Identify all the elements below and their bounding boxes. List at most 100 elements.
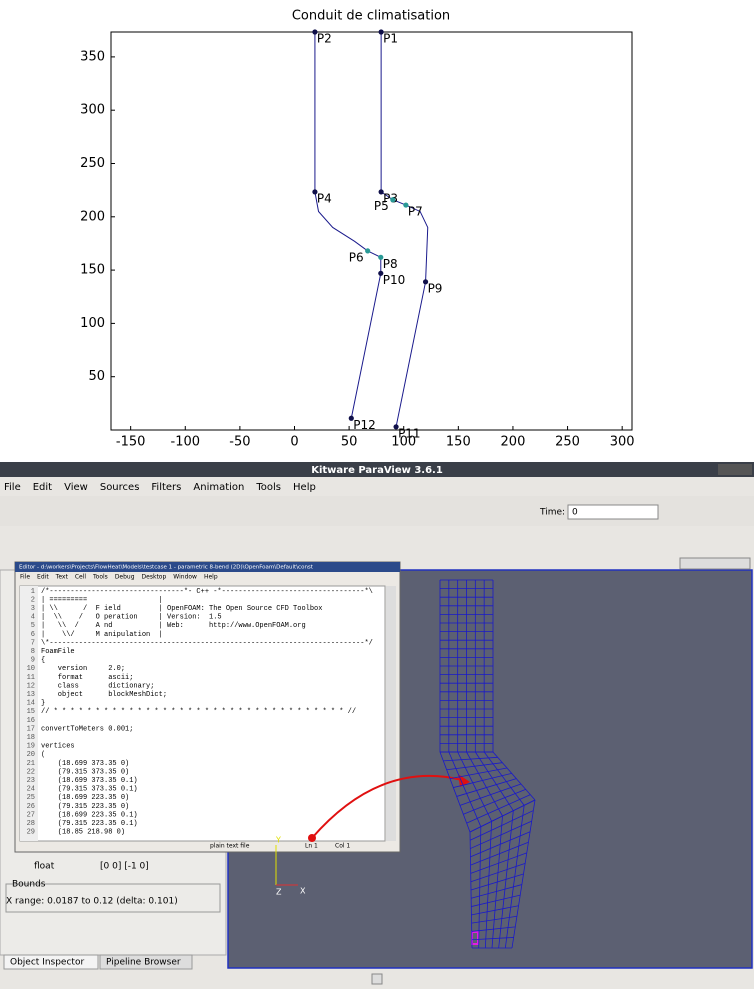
editor-menu-item[interactable]: Desktop: [142, 574, 167, 581]
plot-frame: [111, 32, 632, 430]
code-line: version 2.0;: [41, 665, 125, 673]
time-label: Time:: [539, 508, 565, 518]
point: [390, 197, 395, 202]
scrollbar[interactable]: [386, 586, 396, 841]
x-tick-label: 300: [610, 435, 635, 450]
line-number: 24: [27, 786, 35, 794]
editor-menu-item[interactable]: File: [20, 574, 30, 581]
x-tick-label: 50: [341, 435, 358, 450]
bounds-title: Bounds: [12, 880, 46, 890]
code-line: (79.315 373.35 0): [41, 768, 129, 776]
y-tick-label: 250: [80, 156, 105, 171]
line-number: 5: [31, 622, 35, 630]
editor-menu-item[interactable]: Help: [204, 574, 218, 581]
line-number: 27: [27, 811, 35, 819]
chart-title: Conduit de climatisation: [292, 9, 450, 24]
axis-label: X: [300, 887, 306, 896]
line-number: 11: [27, 674, 35, 682]
conduit-wall: [381, 32, 428, 427]
x-tick-label: -150: [116, 435, 146, 450]
line-number: 4: [31, 614, 35, 622]
editor-title: Editor - d:\workers\Projects\FlowHeat\Mo…: [19, 565, 314, 571]
status-button[interactable]: [372, 974, 382, 984]
menu-item[interactable]: Help: [293, 482, 316, 493]
y-tick-label: 50: [88, 369, 105, 384]
code-line: | \\ / F ield | OpenFOAM: The Open Sourc…: [41, 605, 322, 613]
editor-menu-item[interactable]: Window: [173, 574, 197, 581]
line-number: 19: [27, 743, 35, 751]
page: Conduit de climatisation Kitware ParaVie…: [0, 0, 754, 989]
y-tick-label: 100: [80, 316, 105, 331]
x-tick-label: -50: [229, 435, 250, 450]
code-line: vertices: [41, 743, 75, 751]
axis-label: Y: [275, 836, 281, 845]
point-label: P8: [383, 257, 398, 271]
menu-item[interactable]: Filters: [151, 482, 181, 493]
window-controls[interactable]: [718, 464, 752, 475]
line-number: 12: [27, 682, 35, 690]
line-number: 25: [27, 794, 35, 802]
arrow-origin: [308, 834, 316, 842]
code-line: | \\ / A nd | Web: http://www.OpenFOAM.o…: [41, 622, 306, 630]
line-number: 21: [27, 760, 35, 768]
line-number: 18: [27, 734, 35, 742]
code-line: object blockMeshDict;: [41, 691, 167, 699]
line-number: 15: [27, 708, 35, 716]
menu-item[interactable]: Tools: [255, 482, 281, 493]
point-label: P10: [383, 273, 406, 287]
editor-menu-item[interactable]: Edit: [37, 574, 49, 581]
y-tick-label: 200: [80, 209, 105, 224]
tab-pipeline-browser[interactable]: Pipeline Browser: [106, 958, 181, 968]
point-label: P2: [317, 32, 332, 46]
line-number: 29: [27, 829, 35, 837]
editor-menu-item[interactable]: Debug: [115, 574, 135, 581]
code-line: format ascii;: [41, 674, 133, 682]
point: [365, 248, 370, 253]
menu-item[interactable]: File: [4, 482, 21, 493]
line-number: 14: [27, 700, 35, 708]
line-number: 26: [27, 803, 35, 811]
line-number: 3: [31, 605, 35, 613]
window-title: Kitware ParaView 3.6.1: [311, 465, 443, 476]
menu-item[interactable]: View: [64, 482, 88, 493]
point-label: P6: [349, 250, 364, 264]
time-input[interactable]: [568, 505, 658, 519]
line-number: 28: [27, 820, 35, 828]
line-number: 22: [27, 768, 35, 776]
x-tick-label: -100: [171, 435, 201, 450]
point-label: P11: [398, 426, 421, 440]
line-number: 8: [31, 648, 35, 656]
point-label: P7: [408, 205, 423, 219]
code-line: (79.315 223.35 0): [41, 803, 129, 811]
point-label: P1: [383, 32, 398, 46]
line-number: 17: [27, 725, 35, 733]
x-tick-label: 200: [501, 435, 526, 450]
code-line: (18.699 223.35 0.1): [41, 811, 138, 819]
editor-menu-item[interactable]: Text: [55, 574, 69, 581]
code-line: (: [41, 751, 45, 759]
code-line: (18.85 218.98 0): [41, 829, 125, 837]
line-number: 10: [27, 665, 35, 673]
code-line: class dictionary;: [41, 682, 154, 690]
editor-menu-item[interactable]: Cell: [75, 574, 87, 581]
y-tick-label: 350: [80, 49, 105, 64]
line-number: 2: [31, 596, 35, 604]
code-line: | ========= |: [41, 596, 163, 604]
menu-item[interactable]: Edit: [33, 482, 52, 493]
view-buttons[interactable]: [680, 558, 750, 569]
code-line: (18.699 223.35 0): [41, 794, 129, 802]
point-label: P5: [374, 199, 389, 213]
code-line: \*--------------------------------------…: [41, 639, 373, 647]
code-line: (79.315 223.35 0.1): [41, 820, 138, 828]
editor-menu-item[interactable]: Tools: [92, 574, 108, 581]
code-line: }: [41, 700, 45, 708]
menu-item[interactable]: Animation: [193, 482, 244, 493]
tab-object-inspector[interactable]: Object Inspector: [10, 958, 84, 968]
conduit-wall: [315, 32, 381, 418]
menu-item[interactable]: Sources: [100, 482, 140, 493]
x-range: X range: 0.0187 to 0.12 (delta: 0.101): [6, 897, 178, 907]
line-number: 20: [27, 751, 35, 759]
code-line: {: [41, 657, 45, 665]
code-line: /*--------------------------------*- C++…: [41, 588, 373, 596]
time-value: 0: [572, 508, 578, 518]
